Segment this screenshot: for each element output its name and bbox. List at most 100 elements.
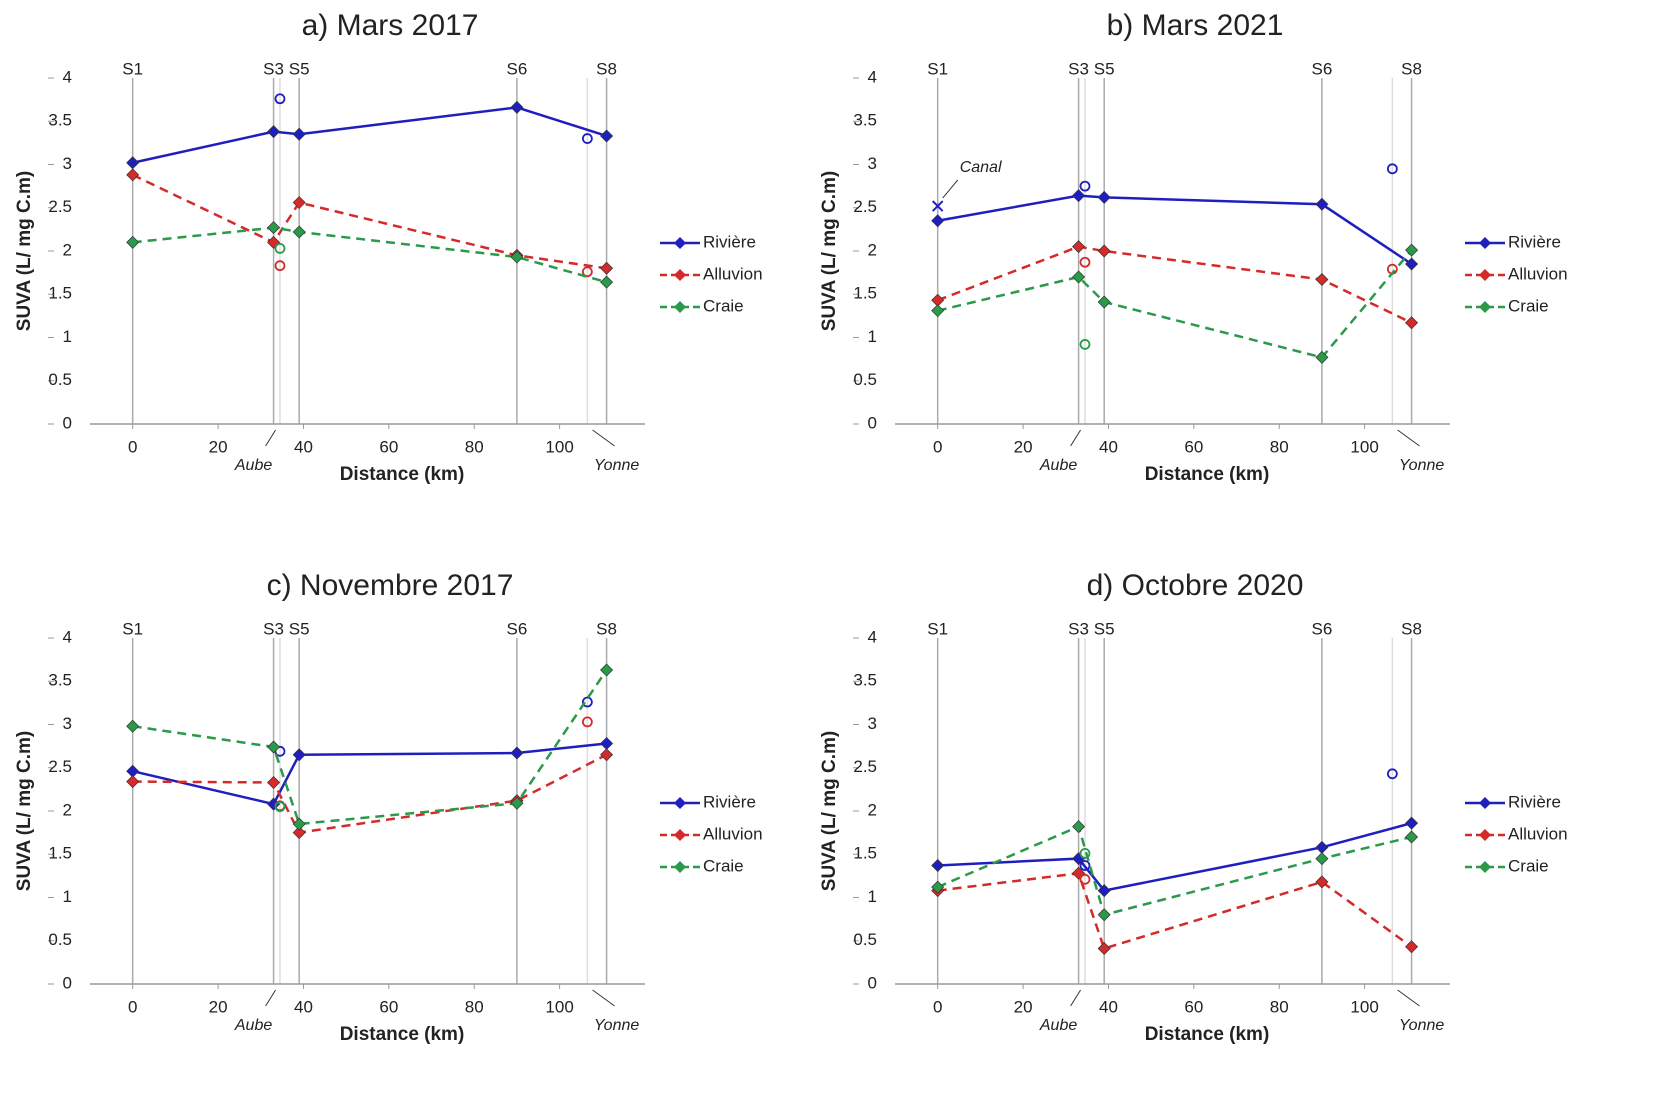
- point: [292, 826, 306, 840]
- x-tick-label: 80: [1270, 997, 1289, 1016]
- station-label: S6: [507, 59, 528, 78]
- tributary-point: [1386, 163, 1398, 175]
- x-axis-label: Distance (km): [1145, 464, 1270, 485]
- y-tick-label: 3.5: [853, 671, 877, 690]
- point: [600, 663, 614, 677]
- annotation-arrow: [592, 989, 615, 1007]
- y-tick-label: 3: [63, 714, 72, 733]
- annotation-arrow: [592, 429, 615, 447]
- panel: a) Mars 2017 S1 S3 S5 S6 S8 0 20 40 60 80 100 0 0.5 1 1…: [14, 9, 763, 485]
- series-line: [132, 226, 607, 284]
- point: [292, 127, 306, 141]
- legend-marker: [674, 269, 686, 281]
- legend-label: Craie: [703, 856, 744, 875]
- station-label: S1: [122, 59, 143, 78]
- x-tick-label: 60: [379, 437, 398, 456]
- y-tick-label: 2: [868, 240, 877, 259]
- point: [510, 796, 524, 810]
- series-line: [132, 173, 607, 270]
- y-tick-label: 1: [63, 327, 72, 346]
- point: [1315, 273, 1329, 287]
- y-tick-label: 4: [868, 627, 877, 646]
- point: [1315, 197, 1329, 211]
- station-label: S6: [1312, 59, 1333, 78]
- x-tick-label: 20: [1014, 997, 1033, 1016]
- x-axis-label: Distance (km): [340, 464, 465, 485]
- y-tick-label: 1.5: [853, 844, 877, 863]
- y-tick-label: 3: [63, 154, 72, 173]
- x-tick-label: 0: [128, 437, 137, 456]
- chart-title: d) Octobre 2020: [1087, 569, 1304, 602]
- point: [1315, 840, 1329, 854]
- point: [931, 880, 945, 894]
- point: [600, 737, 614, 751]
- y-tick-label: 3.5: [48, 671, 72, 690]
- point: [1072, 240, 1086, 254]
- point: [292, 225, 306, 239]
- legend-marker: [674, 301, 686, 313]
- annotation-arrow: [265, 429, 277, 447]
- legend-label: Craie: [1508, 856, 1549, 875]
- point: [1072, 866, 1086, 880]
- tributary-point: [274, 93, 286, 105]
- y-tick-label: 0.5: [48, 370, 72, 389]
- annotation-arrow: [942, 179, 959, 199]
- station-label: S1: [927, 619, 948, 638]
- legend-label: Rivière: [703, 792, 756, 811]
- annotation: Yonne: [1399, 1017, 1444, 1034]
- y-tick-label: 0.5: [48, 930, 72, 949]
- x-tick-label: 80: [465, 437, 484, 456]
- station-label: S8: [596, 619, 617, 638]
- point: [600, 129, 614, 143]
- point: [267, 221, 281, 235]
- tributary-point: [274, 801, 286, 813]
- point: [1097, 244, 1111, 258]
- tributary-point: [274, 243, 286, 254]
- y-tick-label: 2.5: [853, 197, 877, 216]
- legend-label: Rivière: [1508, 232, 1561, 251]
- y-axis-label: SUVA (L/ mg C.m): [819, 171, 840, 331]
- y-tick-label: 2.5: [48, 757, 72, 776]
- tributary-point: [1386, 768, 1398, 780]
- legend-marker: [1479, 829, 1491, 841]
- y-tick-label: 3: [868, 714, 877, 733]
- point: [600, 261, 614, 275]
- y-tick-label: 0.5: [853, 930, 877, 949]
- legend-label: Alluvion: [703, 824, 763, 843]
- annotation-arrow: [265, 989, 277, 1007]
- tributary-point: [581, 133, 593, 144]
- station-label: S3: [1068, 619, 1089, 638]
- tributary-point: [1079, 180, 1091, 192]
- point: [1097, 190, 1111, 204]
- x-tick-label: 40: [1099, 437, 1118, 456]
- x-tick-label: 0: [933, 997, 942, 1016]
- x-tick-label: 60: [1184, 437, 1203, 456]
- y-tick-label: 4: [63, 67, 72, 86]
- tributary-point: [1079, 339, 1091, 350]
- y-tick-label: 1: [868, 327, 877, 346]
- point: [292, 196, 306, 210]
- legend-label: Craie: [703, 296, 744, 315]
- point: [267, 235, 281, 249]
- annotation-arrow: [1070, 429, 1082, 447]
- legend-label: Alluvion: [703, 264, 763, 283]
- annotation-arrow: [1070, 989, 1082, 1007]
- point: [931, 214, 945, 228]
- point: [1315, 350, 1329, 364]
- x-tick-label: 20: [1014, 437, 1033, 456]
- x-tick-label: 60: [1184, 997, 1203, 1016]
- legend-marker: [1479, 301, 1491, 313]
- series-line: [132, 669, 608, 826]
- series-line: [937, 249, 1413, 359]
- point: [600, 275, 614, 289]
- point: [267, 797, 281, 811]
- legend-marker: [674, 829, 686, 841]
- annotation: Yonne: [594, 1017, 639, 1034]
- chart-title: a) Mars 2017: [302, 9, 479, 42]
- x-tick-label: 100: [545, 437, 573, 456]
- legend-marker: [674, 237, 686, 249]
- point: [1405, 316, 1419, 330]
- station-label: S6: [507, 619, 528, 638]
- x-tick-label: 20: [209, 437, 228, 456]
- y-tick-label: 2: [63, 240, 72, 259]
